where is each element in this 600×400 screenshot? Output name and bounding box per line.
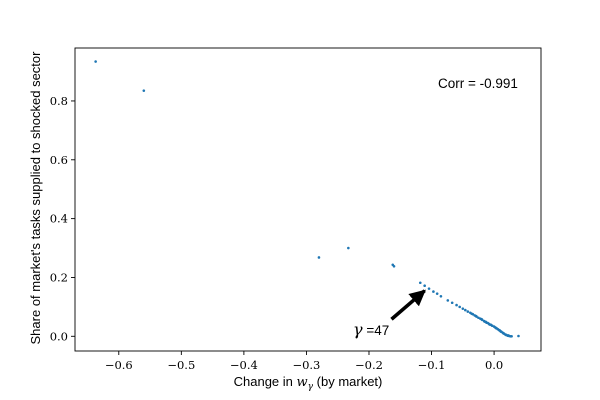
data-point <box>446 299 450 302</box>
data-point <box>317 256 321 259</box>
x-axis-label-sub: γ <box>308 382 314 392</box>
y-tick-label: 0.8 <box>50 94 68 108</box>
x-tick-label: −0.4 <box>230 358 258 372</box>
plot-background <box>75 48 541 351</box>
data-point <box>510 334 513 338</box>
gamma-annotation: γ =47 <box>353 320 389 339</box>
corr-annotation: Corr = -0.991 <box>438 76 518 91</box>
data-point <box>432 290 435 293</box>
x-axis-label-suffix: (by market) <box>313 374 382 389</box>
data-point <box>392 264 396 268</box>
data-point <box>347 246 350 250</box>
y-tick-label: 0.4 <box>50 212 68 226</box>
data-point <box>461 307 465 310</box>
data-point <box>435 292 439 295</box>
x-tick-label: −0.5 <box>167 358 195 372</box>
data-point <box>94 60 97 63</box>
data-point <box>507 334 510 337</box>
data-point <box>427 287 431 290</box>
x-tick-label: −0.3 <box>292 358 320 372</box>
data-point <box>485 321 488 325</box>
data-point <box>517 334 520 338</box>
data-point <box>488 323 492 326</box>
plot-frame <box>74 47 542 352</box>
data-point <box>450 301 454 305</box>
data-point <box>142 89 146 92</box>
data-point <box>502 332 505 335</box>
data-point <box>439 294 443 298</box>
x-axis-label-math: w <box>297 375 308 390</box>
x-tick-label: −0.6 <box>105 358 133 372</box>
data-point <box>480 317 483 321</box>
data-point <box>464 308 467 312</box>
data-point <box>483 320 487 323</box>
data-point <box>455 303 458 307</box>
y-tick-label: 0.6 <box>50 153 68 167</box>
y-ticks: 0.0 0.2 0.4 0.6 0.8 <box>50 94 75 343</box>
x-axis-label: Change in wγ (by market) <box>234 374 383 392</box>
gamma-symbol: γ <box>353 320 363 339</box>
gamma-arrow <box>390 289 426 321</box>
data-point <box>470 312 473 315</box>
data-point <box>466 310 470 313</box>
data-point <box>504 333 508 337</box>
x-tick-label: −0.1 <box>418 358 446 372</box>
data-point <box>423 284 426 287</box>
y-axis-label: Share of market's tasks supplied to shoc… <box>28 51 43 345</box>
x-axis-label-prefix: Change in <box>234 374 297 389</box>
y-tick-label: 0.2 <box>50 270 68 284</box>
data-point <box>458 305 461 309</box>
data-point <box>494 326 498 330</box>
x-tick-label: −0.2 <box>355 358 383 372</box>
data-point <box>474 314 478 318</box>
x-ticks: −0.6 −0.5 −0.4 −0.3 −0.2 −0.1 0.0 <box>105 351 503 372</box>
data-point <box>418 281 422 285</box>
gamma-value: =47 <box>363 323 390 338</box>
data-point <box>499 330 503 333</box>
x-tick-label: 0.0 <box>485 358 503 372</box>
y-tick-label: 0.0 <box>50 329 68 343</box>
data-points <box>94 60 520 338</box>
